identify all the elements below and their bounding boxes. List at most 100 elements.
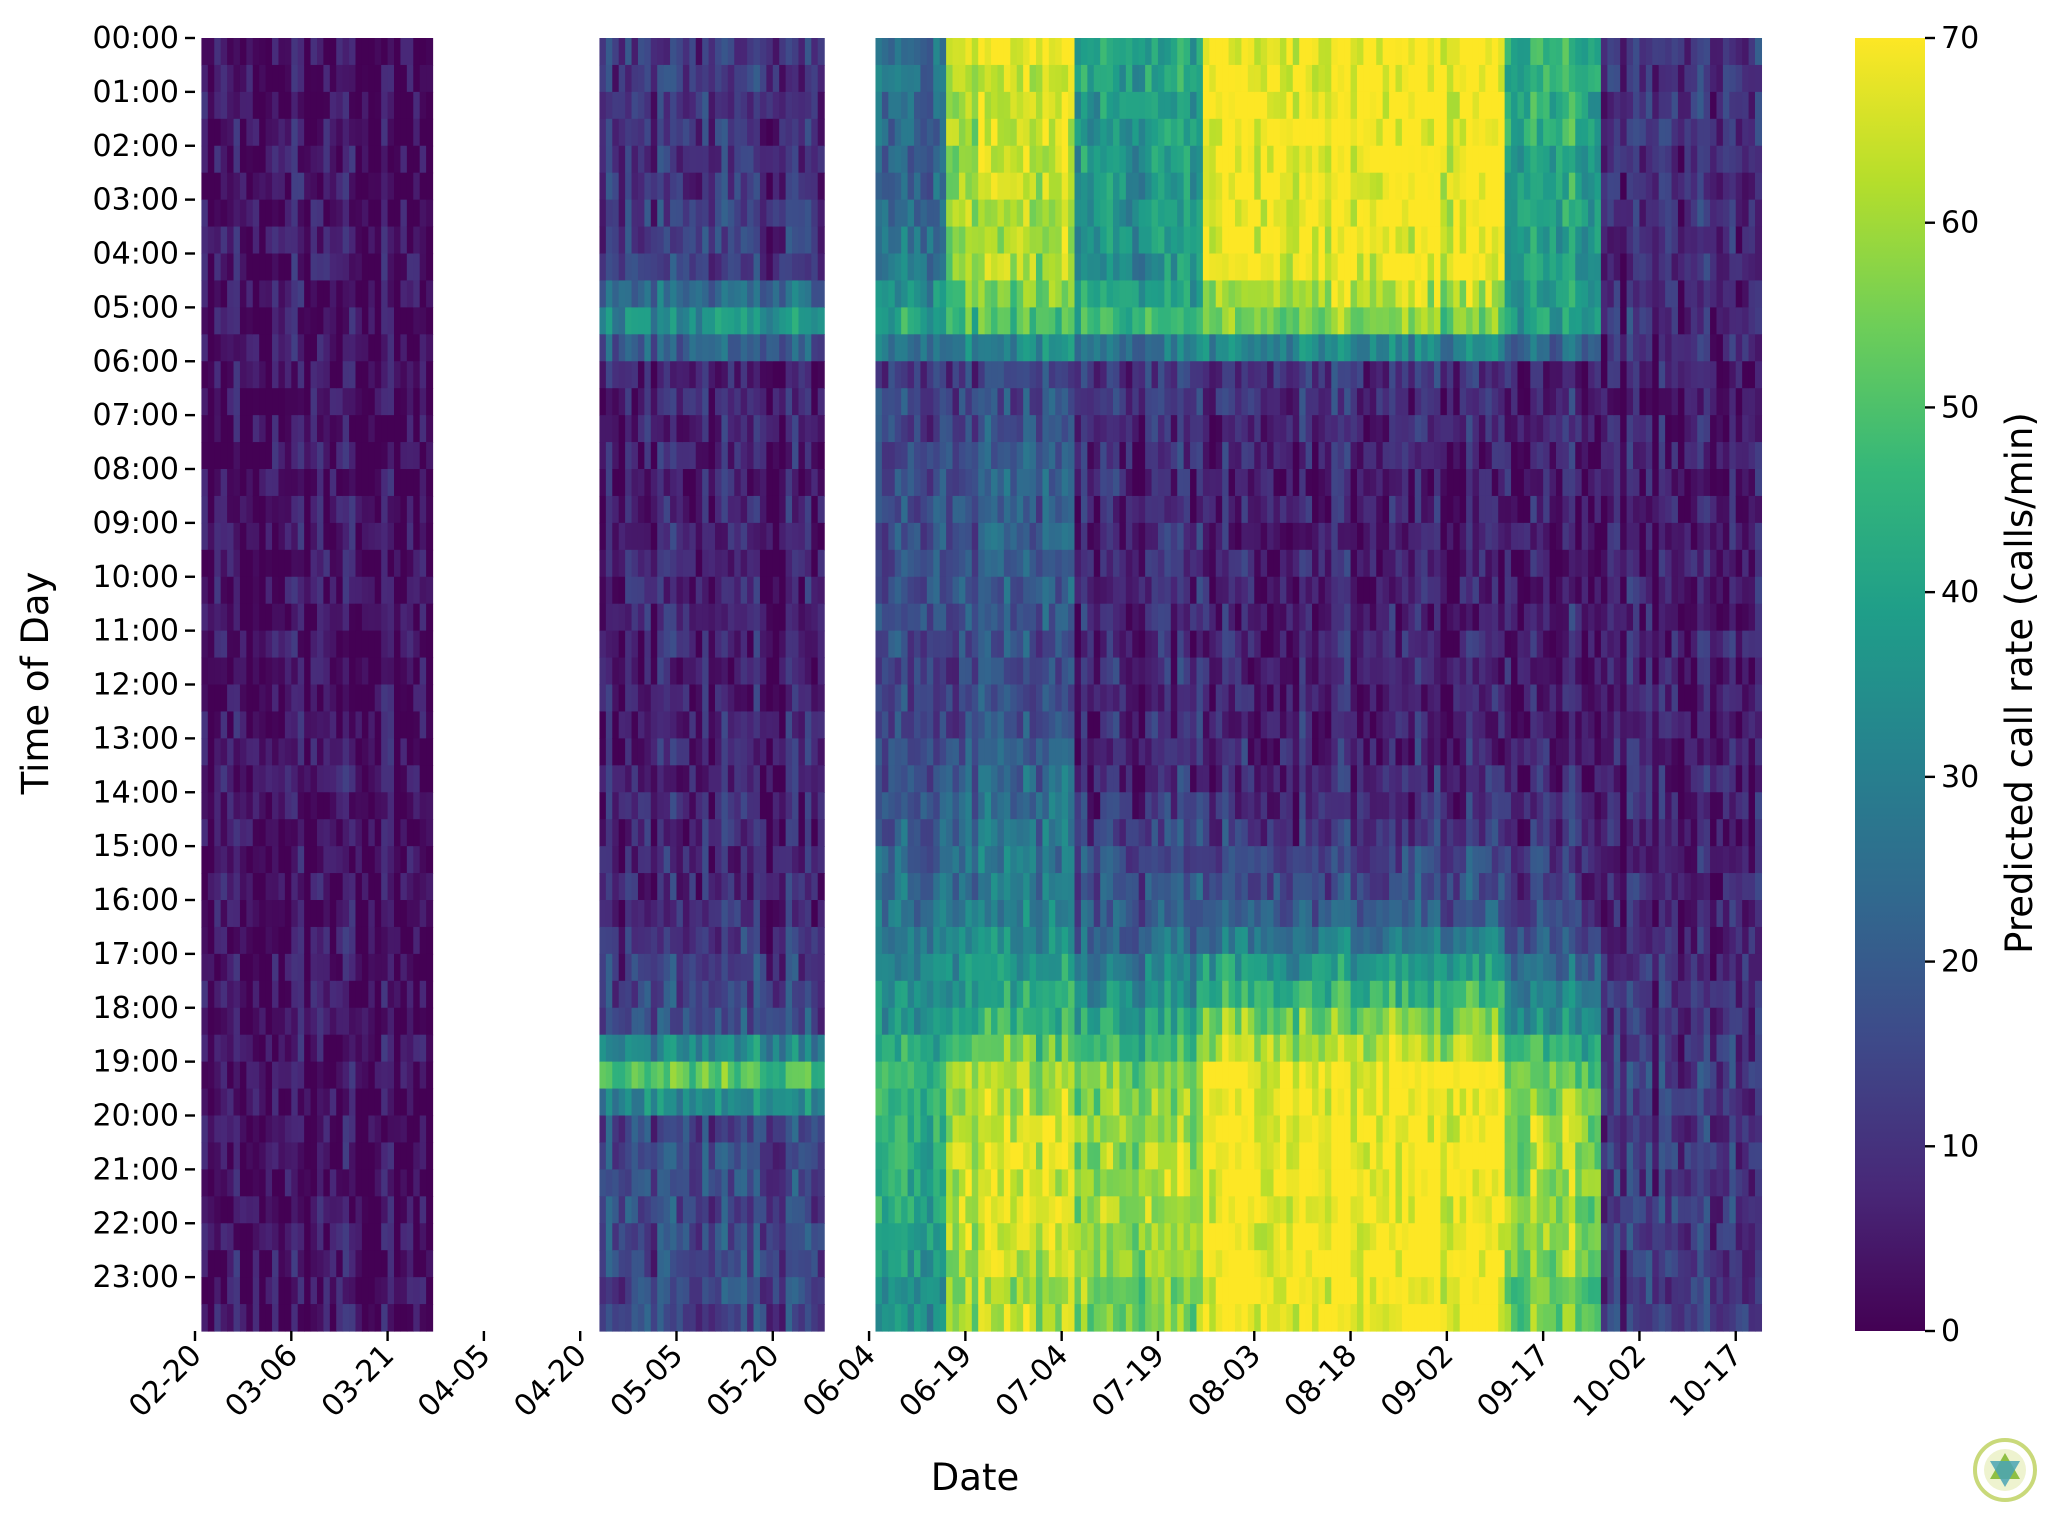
heatmap-cell (785, 1196, 793, 1224)
heatmap-cell (811, 64, 819, 93)
heatmap-cell (1048, 522, 1056, 551)
heatmap-cell (329, 118, 337, 147)
heatmap-cell (785, 1250, 793, 1278)
heatmap-cell (946, 1061, 954, 1090)
heatmap-cell (901, 91, 909, 120)
heatmap-cell (933, 1007, 941, 1036)
heatmap-cell (336, 819, 344, 847)
heatmap-cell (207, 38, 215, 66)
heatmap-cell (740, 226, 748, 255)
heatmap-cell (400, 118, 408, 147)
heatmap-cell (381, 442, 389, 470)
heatmap-cell (207, 792, 215, 820)
heatmap-cell (1010, 1061, 1018, 1090)
heatmap-cell (426, 1304, 434, 1332)
heatmap-cell (1010, 953, 1018, 982)
heatmap-cell (888, 1304, 896, 1332)
heatmap-cell (1055, 765, 1063, 793)
heatmap-cell (785, 38, 793, 66)
heatmap-cell (695, 630, 703, 659)
heatmap-cell (1061, 118, 1069, 147)
heatmap-cell (297, 819, 305, 847)
heatmap-cell (605, 819, 613, 847)
heatmap-cell (702, 145, 710, 174)
heatmap-cell (304, 711, 312, 739)
heatmap-cell (695, 1196, 703, 1224)
heatmap-cell (387, 630, 395, 659)
heatmap-cell (618, 1034, 626, 1063)
heatmap-cell (316, 657, 324, 686)
heatmap-cell (708, 522, 716, 551)
heatmap-cell (1042, 145, 1050, 174)
heatmap-cell (297, 657, 305, 686)
heatmap-cell (336, 576, 344, 605)
heatmap-cell (394, 91, 402, 120)
heatmap-cell (991, 1196, 999, 1224)
heatmap-cell (971, 495, 979, 524)
heatmap-cell (792, 1196, 800, 1224)
heatmap-cell (952, 1142, 960, 1170)
heatmap-cell (657, 145, 665, 174)
heatmap-cell (374, 1169, 382, 1197)
heatmap-cell (1068, 253, 1076, 282)
heatmap-cell (747, 738, 755, 766)
heatmap-cell (727, 495, 735, 524)
heatmap-cell (233, 576, 241, 605)
heatmap-cell (1035, 145, 1044, 174)
heatmap-cell (239, 469, 247, 497)
heatmap-cell (676, 361, 684, 389)
heatmap-cell (214, 684, 222, 713)
heatmap-cell (650, 307, 658, 335)
heatmap-cell (426, 522, 434, 551)
heatmap-cell (682, 846, 690, 874)
heatmap-cell (426, 172, 434, 201)
heatmap-cell (734, 1169, 742, 1197)
heatmap-cell (297, 172, 305, 201)
heatmap-cell (1048, 38, 1056, 66)
heatmap-cell (657, 495, 665, 524)
heatmap-cell (971, 1061, 979, 1090)
heatmap-cell (644, 118, 652, 147)
heatmap-cell (670, 711, 678, 739)
heatmap-cell (971, 38, 979, 66)
heatmap-cell (1048, 980, 1056, 1009)
heatmap-cell (394, 172, 402, 201)
heatmap-cell (888, 469, 896, 497)
heatmap-cell (297, 1250, 305, 1278)
heatmap-cell (310, 873, 318, 901)
heatmap-cell (682, 765, 690, 793)
heatmap-cell (336, 1061, 344, 1090)
heatmap-cell (336, 792, 344, 820)
heatmap-cell (426, 711, 434, 739)
heatmap-cell (997, 765, 1005, 793)
heatmap-cell (381, 684, 389, 713)
heatmap-cell (246, 657, 254, 686)
heatmap-cell (1068, 980, 1076, 1009)
heatmap-cell (792, 873, 800, 901)
heatmap-cell (766, 1007, 774, 1036)
heatmap-cell (1023, 1223, 1031, 1251)
heatmap-cell (297, 199, 305, 228)
heatmap-cell (965, 91, 973, 120)
heatmap-cell (342, 307, 350, 335)
heatmap-cell (798, 361, 806, 389)
heatmap-cell (259, 1169, 267, 1197)
heatmap-cell (207, 900, 215, 928)
heatmap-cell (323, 226, 331, 255)
heatmap-cell (676, 1223, 684, 1251)
heatmap-cell (220, 1169, 228, 1197)
heatmap-cell (1035, 792, 1044, 820)
heatmap-cell (715, 199, 723, 228)
heatmap-cell (374, 900, 382, 928)
heatmap-cell (817, 64, 825, 93)
heatmap-cell (811, 980, 819, 1009)
heatmap-cell (702, 549, 710, 578)
heatmap-cell (1068, 495, 1076, 524)
heatmap-cell (727, 1088, 735, 1117)
heatmap-cell (214, 603, 222, 632)
heatmap-cell (670, 1169, 678, 1197)
heatmap-cell (214, 1169, 222, 1197)
heatmap-cell (246, 91, 254, 120)
heatmap-cell (708, 442, 716, 470)
heatmap-cell (894, 792, 902, 820)
